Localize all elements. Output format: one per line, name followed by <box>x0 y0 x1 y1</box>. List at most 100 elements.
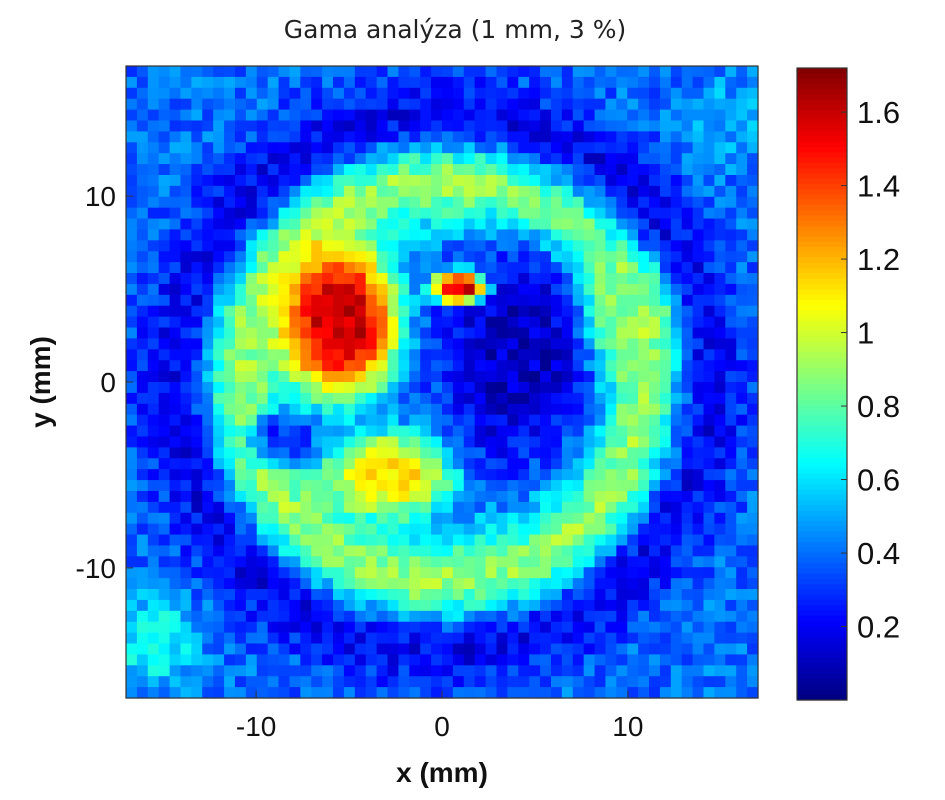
heatmap-cell <box>747 392 759 405</box>
heatmap-cell <box>572 382 585 394</box>
heatmap-cell <box>202 87 214 100</box>
heatmap-cell <box>572 316 585 329</box>
heatmap-cell <box>692 676 705 688</box>
heatmap-cell <box>191 207 203 220</box>
colorbar-segment <box>797 652 847 659</box>
heatmap-cell <box>365 599 378 612</box>
heatmap-cell <box>387 567 400 579</box>
heatmap-cell <box>278 523 291 536</box>
heatmap-cell <box>136 621 149 634</box>
heatmap-cell <box>234 371 247 383</box>
heatmap-cell <box>213 131 225 143</box>
heatmap-cell <box>474 687 487 699</box>
heatmap-cell <box>245 316 258 329</box>
heatmap-cell <box>202 273 214 285</box>
heatmap-cell <box>474 164 487 176</box>
heatmap-cell <box>529 632 541 645</box>
heatmap-cell <box>289 98 301 111</box>
heatmap-cell <box>126 240 138 252</box>
heatmap-cell <box>507 174 519 187</box>
heatmap-cell <box>540 87 552 100</box>
heatmap-cell <box>605 676 617 688</box>
heatmap-cell <box>692 305 705 318</box>
colorbar-segment <box>797 441 847 448</box>
heatmap-cell <box>540 523 552 536</box>
heatmap-cell <box>616 621 628 634</box>
heatmap-cell <box>147 447 160 459</box>
heatmap-cell <box>224 142 236 154</box>
heatmap-cell <box>136 676 149 688</box>
heatmap-cell <box>485 621 498 634</box>
heatmap-cell <box>725 567 737 579</box>
heatmap-cell <box>638 207 650 220</box>
heatmap-cell <box>518 251 530 263</box>
heatmap-cell <box>550 98 563 111</box>
heatmap-cell <box>387 458 400 470</box>
heatmap-cell <box>420 142 432 154</box>
heatmap-cell <box>714 142 726 154</box>
heatmap-cell <box>343 523 356 536</box>
heatmap-cell <box>126 654 138 666</box>
colorbar-segment <box>797 315 847 322</box>
heatmap-cell <box>725 665 737 677</box>
heatmap-cell <box>289 480 301 492</box>
heatmap-cell <box>583 273 596 285</box>
heatmap-cell <box>343 153 356 165</box>
heatmap-cell <box>736 185 748 198</box>
heatmap-cell <box>158 196 171 209</box>
heatmap-cell <box>169 425 182 438</box>
heatmap-cell <box>572 621 585 634</box>
heatmap-cell <box>202 403 214 416</box>
heatmap-cell <box>507 447 519 459</box>
heatmap-cell <box>256 382 269 394</box>
heatmap-cell <box>311 294 323 307</box>
heatmap-cell <box>474 436 487 448</box>
heatmap-cell <box>518 490 530 503</box>
heatmap-cell <box>376 382 389 394</box>
heatmap-cell <box>398 338 410 350</box>
colorbar-segment <box>797 210 847 217</box>
heatmap-cell <box>485 174 498 187</box>
heatmap-cell <box>365 687 378 699</box>
heatmap-cell <box>387 480 400 492</box>
heatmap-cell <box>452 262 465 274</box>
heatmap-cell <box>485 131 498 143</box>
heatmap-cell <box>496 610 508 623</box>
heatmap-cell <box>529 436 541 448</box>
heatmap-cell <box>550 349 563 361</box>
heatmap-cell <box>191 240 203 252</box>
heatmap-cell <box>529 676 541 688</box>
heatmap-cell <box>322 251 334 263</box>
heatmap-cell <box>126 599 138 612</box>
heatmap-cell <box>213 469 225 481</box>
heatmap-cell <box>463 218 476 231</box>
heatmap-cell <box>463 229 476 241</box>
heatmap-cell <box>354 218 367 231</box>
heatmap-cell <box>561 501 574 514</box>
heatmap-cell <box>594 338 607 350</box>
heatmap-cell <box>158 338 171 350</box>
heatmap-cell <box>485 469 498 481</box>
heatmap-cell <box>158 469 171 481</box>
heatmap-cell <box>354 327 367 340</box>
heatmap-cell <box>725 131 737 143</box>
heatmap-cell <box>213 240 225 252</box>
heatmap-cell <box>638 480 650 492</box>
heatmap-cell <box>354 142 367 154</box>
heatmap-cell <box>202 578 214 590</box>
heatmap-cell <box>431 316 443 329</box>
heatmap-cell <box>572 643 585 656</box>
heatmap-cell <box>452 153 465 165</box>
heatmap-cell <box>507 360 519 372</box>
heatmap-cell <box>703 501 716 514</box>
heatmap-cell <box>463 578 476 590</box>
heatmap-cell <box>365 76 378 89</box>
heatmap-cell <box>311 610 323 623</box>
heatmap-cell <box>333 469 345 481</box>
heatmap-cell <box>267 131 280 143</box>
heatmap-cell <box>463 632 476 645</box>
heatmap-cell <box>605 251 617 263</box>
heatmap-cell <box>267 632 280 645</box>
heatmap-cell <box>158 621 171 634</box>
heatmap-cell <box>659 676 672 688</box>
